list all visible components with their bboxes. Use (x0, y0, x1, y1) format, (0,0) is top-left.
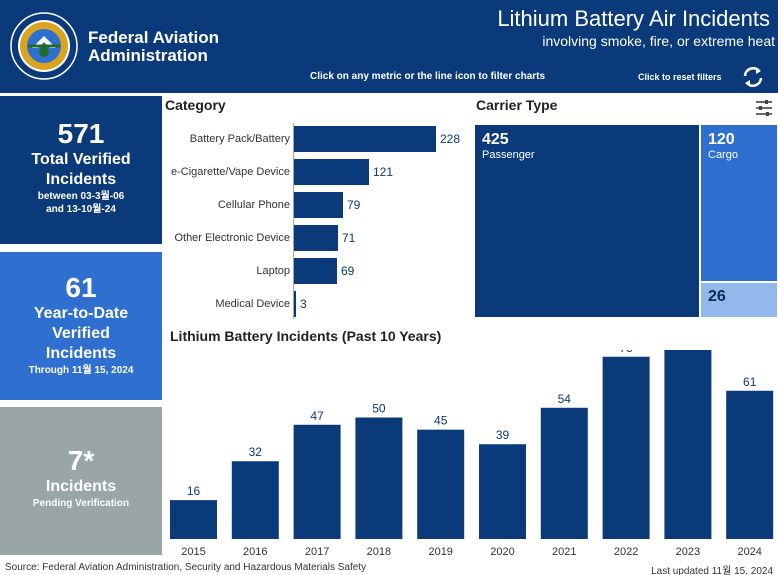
kpi-value: 61 (65, 272, 97, 303)
category-value-label: 71 (342, 231, 356, 245)
category-value-label: 79 (347, 198, 361, 212)
category-row[interactable]: Laptop 69 (165, 258, 465, 284)
kpi-pending[interactable]: 7* Incidents Pending Verification (0, 407, 162, 555)
kpi-label: Year-to-Date (33, 305, 129, 322)
year-value-label: 61 (743, 375, 757, 389)
kpi-year-to-date[interactable]: 61 Year-to-Date Verified Incidents Throu… (0, 252, 162, 400)
year-tick-label: 2017 (305, 546, 329, 558)
year-tick-label: 2023 (676, 546, 700, 558)
source-note: Source: Federal Aviation Administration,… (5, 562, 367, 573)
category-value-label: 228 (440, 132, 461, 146)
tile-value: 425 (482, 131, 509, 148)
last-updated: Last updated 11월 15, 2024 (651, 566, 773, 575)
category-value-label: 69 (341, 264, 355, 278)
year-value-label: 39 (496, 428, 510, 442)
year-tick-label: 2022 (614, 546, 638, 558)
category-bar[interactable] (294, 291, 296, 317)
category-bar[interactable] (294, 159, 369, 185)
tile-label: Cargo (708, 149, 738, 161)
year-tick-label: 2018 (367, 546, 391, 558)
year-tick-label: 2021 (552, 546, 576, 558)
kpi-value: 7* (67, 445, 95, 476)
year-tick-label: 2024 (737, 546, 761, 558)
year-bar[interactable] (479, 444, 526, 539)
year-value-label: 75 (619, 350, 633, 355)
filter-hint: Click on any metric or the line icon to … (310, 71, 546, 82)
category-title: Category (165, 97, 226, 113)
kpi-label: Incidents (45, 345, 117, 362)
tile-label: Passenger (482, 149, 535, 161)
category-bar[interactable] (294, 192, 343, 218)
kpi-value: 571 (57, 118, 105, 149)
kpi-note: Pending Verification (32, 498, 130, 509)
kpi-total-verified[interactable]: 571 Total Verified Incidents between 03-… (0, 96, 162, 244)
category-label: Other Electronic Device (174, 232, 290, 244)
yearly-chart-title: Lithium Battery Incidents (Past 10 Years… (170, 328, 442, 344)
category-value-label: 121 (373, 165, 394, 179)
year-tick-label: 2016 (243, 546, 267, 558)
kpi-date-range: between 03-3월-06 (37, 191, 125, 202)
year-tick-label: 2019 (428, 546, 452, 558)
kpi-label: Incidents (45, 478, 117, 495)
page-subtitle: involving smoke, fire, or extreme heat (542, 33, 775, 49)
kpi-label: Total Verified (31, 151, 131, 168)
year-value-label: 54 (558, 392, 572, 406)
carrier-type-title: Carrier Type (476, 97, 558, 113)
year-value-label: 16 (187, 484, 201, 498)
category-value-label: 3 (300, 297, 307, 311)
kpi-through-date: Through 11월 15, 2024 (28, 365, 134, 376)
year-value-label: 32 (249, 445, 263, 459)
sliders-icon[interactable] (755, 99, 773, 117)
category-row[interactable]: Battery Pack/Battery 228 (165, 126, 465, 152)
kpi-label: Incidents (45, 171, 117, 188)
year-value-label: 47 (310, 409, 324, 423)
header-banner: Federal Aviation Administration Lithium … (0, 0, 778, 93)
tile-cargo[interactable]: 120 Cargo (701, 125, 777, 281)
category-label: e-Cigarette/Vape Device (170, 166, 290, 178)
category-row[interactable]: Other Electronic Device 71 (165, 225, 465, 251)
faa-seal-icon (10, 12, 78, 80)
category-row[interactable]: e-Cigarette/Vape Device 121 (165, 159, 465, 185)
tile-value: 120 (708, 131, 735, 148)
refresh-icon[interactable] (741, 65, 765, 89)
category-row[interactable]: Cellular Phone 79 (165, 192, 465, 218)
year-bar[interactable] (540, 407, 588, 539)
yearly-bar-chart: 16 2015 32 2016 47 2017 50 2018 45 2019 39 2020 54 20… (170, 350, 774, 558)
year-value-label: 45 (434, 414, 448, 428)
year-bar[interactable] (417, 429, 465, 539)
category-row[interactable]: Medical Device 3 (165, 291, 465, 317)
category-label: Medical Device (215, 298, 290, 310)
year-bar[interactable] (355, 417, 403, 540)
agency-line-1: Federal Aviation (88, 28, 219, 47)
year-bar[interactable] (170, 500, 217, 539)
kpi-label: Verified (52, 325, 110, 342)
agency-line-2: Administration (88, 46, 208, 65)
year-bar[interactable] (293, 424, 341, 539)
tile-value: 26 (708, 288, 726, 305)
year-bar[interactable] (231, 461, 279, 539)
reset-filters-button[interactable]: Click to reset filters (638, 72, 722, 82)
agency-name: Federal Aviation Administration (88, 29, 219, 65)
category-bar[interactable] (294, 126, 436, 152)
page-title: Lithium Battery Air Incidents (497, 6, 770, 31)
year-bar[interactable] (602, 356, 650, 539)
tile-other[interactable]: 26 (701, 283, 777, 317)
year-tick-label: 2015 (181, 546, 205, 558)
carrier-treemap: 425 Passenger 120 Cargo 26 (475, 125, 777, 317)
category-bar[interactable] (294, 258, 337, 284)
kpi-date-range: and 13-10월-24 (46, 204, 116, 215)
category-axis-line (293, 123, 294, 319)
year-bar[interactable] (664, 350, 712, 539)
category-label: Laptop (256, 265, 290, 277)
category-label: Battery Pack/Battery (189, 133, 290, 145)
year-value-label: 50 (372, 402, 386, 416)
year-bar[interactable] (726, 390, 774, 539)
year-tick-label: 2020 (490, 546, 514, 558)
tile-passenger[interactable]: 425 Passenger (475, 125, 699, 317)
category-label: Cellular Phone (217, 199, 290, 211)
category-bar[interactable] (294, 225, 338, 251)
